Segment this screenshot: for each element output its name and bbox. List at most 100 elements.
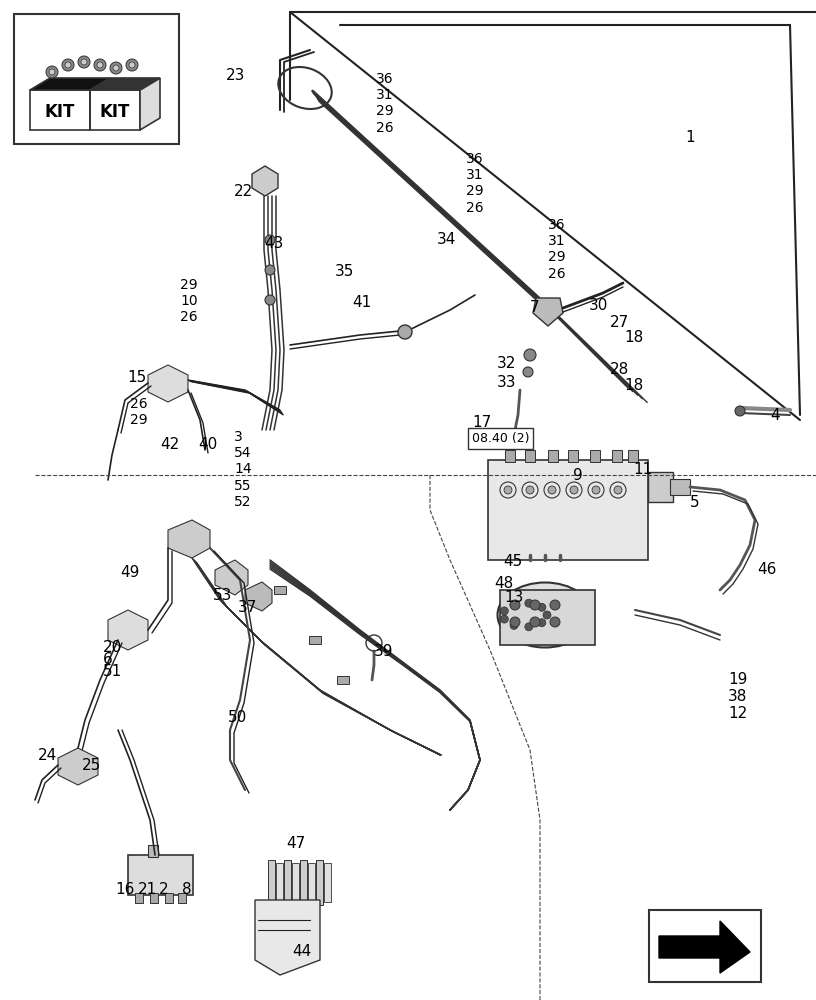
Circle shape xyxy=(78,56,90,68)
Circle shape xyxy=(524,349,536,361)
Circle shape xyxy=(735,406,745,416)
Bar xyxy=(628,450,638,462)
Text: 34: 34 xyxy=(437,232,456,247)
Polygon shape xyxy=(215,560,248,595)
Polygon shape xyxy=(300,860,307,905)
Circle shape xyxy=(548,486,556,494)
Polygon shape xyxy=(252,166,278,196)
Polygon shape xyxy=(30,90,90,130)
Text: 17: 17 xyxy=(472,415,491,430)
Bar xyxy=(148,845,158,857)
Bar xyxy=(525,450,535,462)
Text: 44: 44 xyxy=(292,944,311,959)
Circle shape xyxy=(550,600,560,610)
Circle shape xyxy=(570,486,578,494)
Bar xyxy=(150,893,158,903)
Text: 12: 12 xyxy=(728,706,747,721)
Bar xyxy=(128,855,193,895)
Circle shape xyxy=(530,600,540,610)
Circle shape xyxy=(265,295,275,305)
Circle shape xyxy=(526,486,534,494)
Text: 29
10
26: 29 10 26 xyxy=(180,278,197,324)
Text: 13: 13 xyxy=(504,590,523,605)
Text: 22: 22 xyxy=(234,184,253,199)
Bar xyxy=(568,450,578,462)
Circle shape xyxy=(126,59,138,71)
Text: 08.40 (2): 08.40 (2) xyxy=(472,432,530,445)
Text: 16: 16 xyxy=(115,882,135,897)
Text: 46: 46 xyxy=(757,562,776,577)
Circle shape xyxy=(49,69,55,75)
Circle shape xyxy=(523,367,533,377)
Circle shape xyxy=(525,623,533,631)
Polygon shape xyxy=(292,863,299,902)
Circle shape xyxy=(62,59,74,71)
Text: 19: 19 xyxy=(728,672,747,687)
Polygon shape xyxy=(533,298,563,326)
Ellipse shape xyxy=(498,582,592,648)
Text: 36
31
29
26: 36 31 29 26 xyxy=(548,218,565,281)
Text: 51: 51 xyxy=(103,664,122,679)
Text: 35: 35 xyxy=(335,264,354,279)
Circle shape xyxy=(510,601,518,609)
Text: 50: 50 xyxy=(228,710,247,725)
Text: 4: 4 xyxy=(770,408,779,423)
Polygon shape xyxy=(268,860,275,905)
Polygon shape xyxy=(30,78,110,90)
Text: 49: 49 xyxy=(120,565,140,580)
Bar xyxy=(548,450,558,462)
Polygon shape xyxy=(276,863,283,902)
Text: 32: 32 xyxy=(497,356,517,371)
Text: 18: 18 xyxy=(624,378,643,393)
Bar xyxy=(488,460,648,560)
Text: 9: 9 xyxy=(573,468,583,483)
Circle shape xyxy=(81,59,87,65)
Bar xyxy=(500,590,595,645)
Bar xyxy=(135,893,143,903)
Polygon shape xyxy=(108,610,148,650)
Polygon shape xyxy=(316,860,323,905)
Text: 37: 37 xyxy=(238,600,257,615)
Bar xyxy=(14,14,179,144)
Polygon shape xyxy=(659,921,750,973)
Polygon shape xyxy=(324,863,331,902)
Bar xyxy=(505,450,515,462)
Polygon shape xyxy=(245,582,272,611)
Circle shape xyxy=(265,235,275,245)
Circle shape xyxy=(550,617,560,627)
Circle shape xyxy=(113,65,119,71)
Circle shape xyxy=(500,607,508,615)
Circle shape xyxy=(530,617,540,627)
Bar xyxy=(612,450,622,462)
Text: 5: 5 xyxy=(690,495,699,510)
Bar xyxy=(670,479,690,495)
Text: 26
29: 26 29 xyxy=(130,397,148,427)
Text: 8: 8 xyxy=(182,882,192,897)
Bar xyxy=(178,893,186,903)
Polygon shape xyxy=(284,860,291,905)
Circle shape xyxy=(510,621,518,629)
Text: 23: 23 xyxy=(226,68,246,83)
Text: 36
31
29
26: 36 31 29 26 xyxy=(466,152,484,215)
Text: 21: 21 xyxy=(138,882,157,897)
Circle shape xyxy=(500,615,508,623)
Bar xyxy=(309,636,321,644)
Polygon shape xyxy=(140,78,160,130)
Circle shape xyxy=(65,62,71,68)
Circle shape xyxy=(46,66,58,78)
Bar xyxy=(649,910,761,982)
Circle shape xyxy=(510,617,520,627)
Text: 39: 39 xyxy=(374,644,393,659)
Circle shape xyxy=(538,619,546,627)
Circle shape xyxy=(614,486,622,494)
Text: 3
54
14
55
52: 3 54 14 55 52 xyxy=(234,430,251,509)
Circle shape xyxy=(504,486,512,494)
Text: 6: 6 xyxy=(103,652,113,667)
Text: 30: 30 xyxy=(589,298,609,313)
Circle shape xyxy=(265,265,275,275)
Circle shape xyxy=(97,62,103,68)
Bar xyxy=(274,586,286,594)
Text: 1: 1 xyxy=(685,130,694,145)
Text: 36
31
29
26: 36 31 29 26 xyxy=(376,72,393,135)
Polygon shape xyxy=(148,365,188,402)
